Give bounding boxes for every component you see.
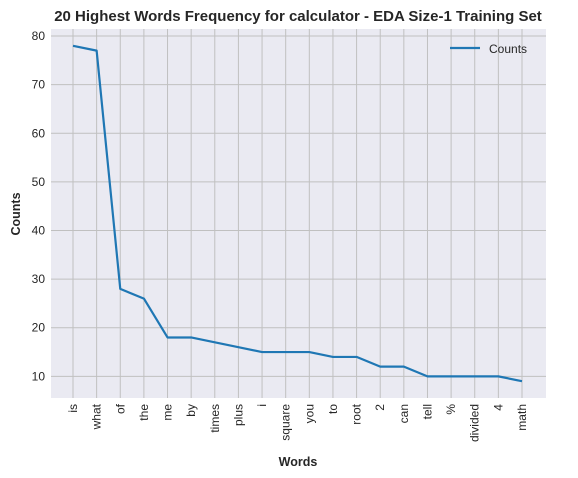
y-tick-label: 70 bbox=[32, 78, 46, 92]
x-tick-label: is bbox=[66, 404, 80, 413]
x-tick-label: root bbox=[350, 403, 364, 424]
plot-background bbox=[51, 29, 546, 398]
x-tick-label: plus bbox=[231, 404, 245, 426]
x-tick-label: tell bbox=[420, 404, 434, 419]
y-tick-label: 50 bbox=[32, 175, 46, 189]
chart-title: 20 Highest Words Frequency for calculato… bbox=[54, 8, 542, 25]
x-tick-label: me bbox=[161, 404, 175, 421]
x-tick-label: the bbox=[137, 404, 151, 421]
y-tick-label: 30 bbox=[32, 272, 46, 286]
x-tick-labels: is what of the me by times plus i square you to root… bbox=[66, 403, 529, 442]
series-line-counts bbox=[72, 44, 523, 383]
y-tick-label: 20 bbox=[32, 321, 46, 335]
legend-label-counts: Counts bbox=[489, 42, 527, 56]
x-tick-label: you bbox=[302, 404, 316, 423]
x-tick-label: 2 bbox=[373, 404, 387, 411]
x-tick-label: i bbox=[255, 404, 269, 407]
x-tick-label: square bbox=[279, 404, 293, 441]
x-tick-label: % bbox=[444, 404, 458, 415]
y-axis-label: Counts bbox=[9, 192, 23, 235]
y-tick-label: 80 bbox=[32, 29, 46, 43]
y-tick-label: 40 bbox=[32, 224, 46, 238]
y-tick-label: 60 bbox=[32, 126, 46, 140]
legend: Counts bbox=[450, 42, 527, 56]
x-axis-label: Words bbox=[279, 455, 318, 469]
x-tick-label: to bbox=[326, 404, 340, 414]
x-tick-label: of bbox=[113, 403, 127, 414]
x-tick-label: math bbox=[515, 404, 529, 431]
x-tick-label: divided bbox=[468, 404, 482, 442]
x-tick-label: what bbox=[90, 403, 104, 430]
y-tick-label: 10 bbox=[32, 369, 46, 383]
x-tick-label: can bbox=[397, 404, 411, 423]
x-tick-label: 4 bbox=[491, 404, 505, 411]
y-tick-labels: 10 20 30 40 50 60 70 80 bbox=[32, 29, 46, 383]
grid bbox=[51, 29, 546, 398]
x-tick-label: times bbox=[208, 404, 222, 433]
x-tick-label: by bbox=[184, 404, 198, 417]
